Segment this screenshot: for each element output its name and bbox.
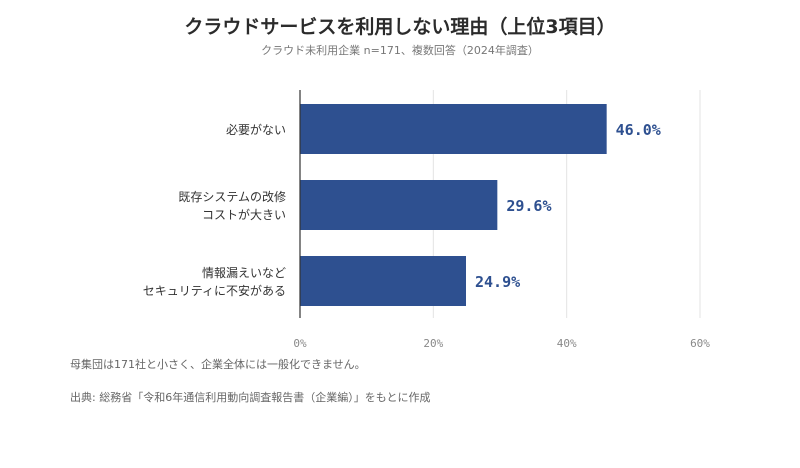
category-label: コストが大きい <box>202 207 286 222</box>
x-tick-label: 0% <box>293 337 307 350</box>
sample-note: 母集団は171社と小さく、企業全体には一般化できません。 <box>70 358 366 371</box>
x-tick-label: 20% <box>423 337 443 350</box>
data-label: 29.6% <box>506 197 551 215</box>
category-label: 情報漏えいなど <box>202 266 286 280</box>
x-tick-label: 60% <box>690 337 710 350</box>
category-label: 既存システムの改修 <box>178 189 286 204</box>
bar <box>300 256 466 306</box>
x-tick-label: 40% <box>557 337 577 350</box>
category-label: セキュリティに不安がある <box>143 283 286 298</box>
data-label: 46.0% <box>616 121 661 139</box>
data-label: 24.9% <box>475 273 520 291</box>
source-note: 出典: 総務省「令和6年通信利用動向調査報告書（企業編）」をもとに作成 <box>70 391 431 404</box>
chart-subtitle: クラウド未利用企業 n=171、複数回答（2024年調査） <box>261 44 539 57</box>
bar <box>300 104 607 154</box>
chart-title: クラウドサービスを利用しない理由（上位3項目） <box>184 16 616 38</box>
category-label: 必要がない <box>226 122 286 137</box>
bar <box>300 180 498 230</box>
